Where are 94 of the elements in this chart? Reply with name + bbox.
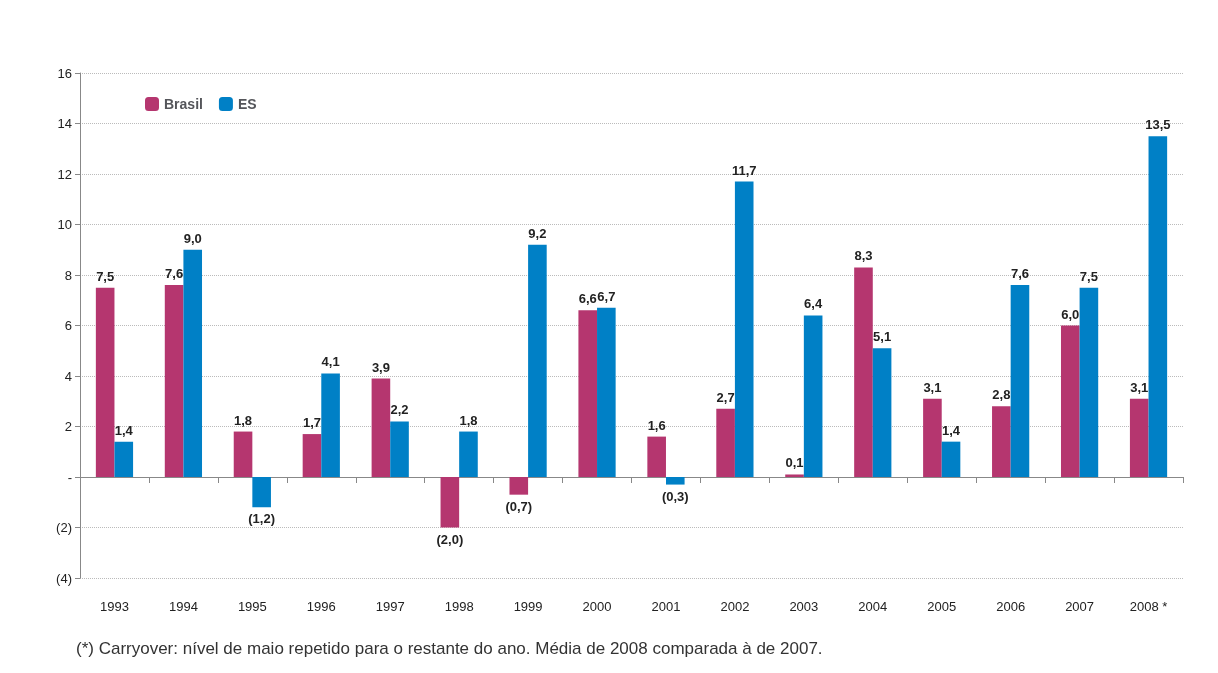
data-label: (0,7) — [505, 498, 533, 514]
bar — [1079, 287, 1099, 477]
y-tick-label: (2) — [56, 520, 72, 535]
data-label: 2,8 — [992, 387, 1011, 403]
bar — [647, 436, 666, 477]
data-label: 2,7 — [716, 389, 735, 405]
y-tick-label: 14 — [57, 116, 72, 131]
data-label: 6,6 — [578, 291, 597, 307]
x-tick-label: 2002 — [720, 599, 750, 614]
y-tick-label: 8 — [64, 267, 72, 283]
data-label: (1,2) — [248, 511, 276, 527]
bar — [114, 441, 134, 477]
bar — [1148, 136, 1168, 477]
bar — [941, 441, 961, 477]
bar — [371, 378, 391, 477]
x-tick-label: 2008 * — [1129, 599, 1168, 614]
bar — [1010, 285, 1030, 477]
bar — [95, 287, 115, 477]
bar — [233, 431, 253, 477]
y-tick-label: (4) — [56, 570, 72, 586]
bar — [578, 310, 598, 477]
data-label: (2,0) — [436, 531, 464, 547]
bar — [992, 406, 1011, 477]
legend-label: ES — [237, 96, 257, 112]
data-label: 6,0 — [1061, 306, 1080, 322]
data-label: 1,4 — [114, 422, 134, 438]
x-tick-label: 2000 — [582, 599, 612, 614]
data-label: 11,7 — [731, 162, 757, 178]
x-tick-label: 1999 — [513, 599, 543, 614]
bar — [252, 477, 271, 508]
y-tick-label: 10 — [57, 217, 72, 232]
data-label: 1,4 — [941, 422, 961, 438]
data-label: 3,1 — [1130, 379, 1149, 395]
bar — [390, 421, 409, 477]
bar — [302, 434, 322, 477]
x-tick-label: 2005 — [927, 599, 957, 614]
bar — [734, 181, 754, 477]
bar — [509, 477, 529, 495]
data-label: 8,3 — [854, 248, 873, 264]
bar — [164, 285, 184, 477]
x-tick-label: 1993 — [100, 599, 129, 614]
x-tick-label: 2007 — [1065, 599, 1095, 614]
bar — [321, 373, 340, 477]
legend-label: Brasil — [164, 96, 203, 112]
x-tick-label: 1995 — [237, 599, 267, 614]
bar — [183, 249, 203, 477]
x-tick-label: 1994 — [168, 599, 198, 614]
data-label: 7,6 — [1010, 266, 1029, 282]
bar — [528, 244, 547, 477]
data-label: (0,3) — [661, 488, 689, 504]
y-tick-label: 12 — [57, 166, 72, 182]
x-tick-label: 2006 — [996, 599, 1026, 614]
data-label: 6,7 — [597, 288, 616, 304]
data-label: 0,1 — [785, 455, 804, 471]
data-label: 7,6 — [165, 266, 184, 282]
bar — [716, 408, 735, 477]
data-label: 2,2 — [390, 402, 409, 418]
x-tick-label: 2004 — [858, 599, 888, 614]
bar — [923, 398, 942, 477]
text: (*) Carryover: nível de maio repetido para o restante do ano. Média de 2008 comparada à de 2007. — [76, 639, 823, 658]
bar — [872, 348, 892, 477]
data-label: 5,1 — [873, 329, 892, 345]
y-tick-label: 4 — [64, 368, 72, 384]
bar — [1129, 398, 1149, 477]
bar — [459, 431, 478, 477]
data-label: 9,0 — [183, 230, 202, 246]
data-label: 9,2 — [528, 225, 547, 241]
bar — [785, 474, 804, 477]
x-tick-label: 2001 — [651, 599, 681, 614]
data-label: 1,8 — [234, 412, 253, 428]
data-label: 13,5 — [1145, 117, 1171, 133]
y-tick-label: 2 — [64, 419, 72, 434]
data-label: 1,7 — [302, 415, 322, 431]
data-label: 7,5 — [1079, 268, 1098, 284]
bar — [854, 267, 873, 477]
data-label: 4,1 — [321, 354, 340, 370]
data-label: 3,9 — [371, 359, 390, 375]
data-label: 1,8 — [459, 412, 478, 428]
bar — [665, 477, 685, 485]
x-tick-label: 1997 — [375, 599, 405, 614]
bar — [1060, 325, 1080, 477]
bar — [803, 315, 823, 477]
y-tick-label: 16 — [57, 65, 72, 81]
y-tick-label: - — [67, 469, 72, 485]
x-tick-label: 1996 — [306, 599, 336, 614]
data-label: 7,5 — [96, 268, 115, 284]
bar — [597, 307, 616, 477]
x-tick-label: 1998 — [444, 599, 474, 614]
data-label: 3,1 — [923, 379, 942, 395]
data-label: 1,6 — [647, 417, 666, 433]
x-tick-label: 2003 — [789, 599, 819, 614]
data-label: 6,4 — [804, 296, 823, 312]
bar — [440, 477, 460, 528]
y-tick-label: 6 — [64, 318, 72, 333]
